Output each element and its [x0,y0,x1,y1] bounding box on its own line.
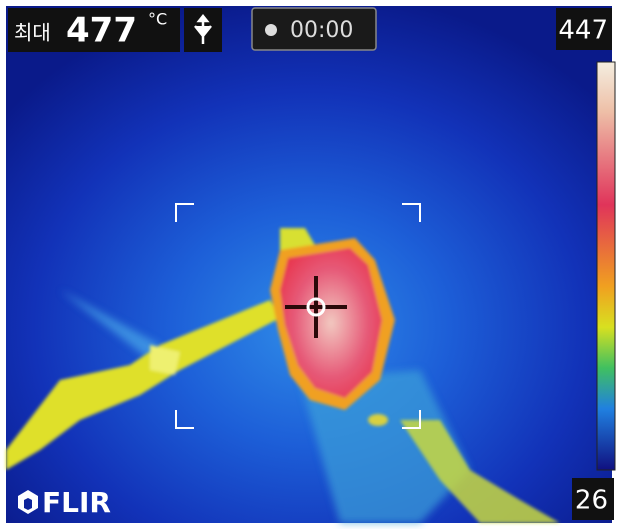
max-unit: °C [148,10,167,29]
thermal-objects [6,228,560,523]
crosshair [285,276,347,338]
focus-brackets [175,203,421,429]
logo-icon [18,490,38,514]
timer: 00:00 [290,18,353,43]
max-temp-box [8,8,180,52]
usb-icon [194,13,212,44]
record-dot [265,24,277,36]
scale-min: 26 [575,486,608,516]
scale-min-box [572,478,614,520]
timer-box [251,7,377,51]
scale-max: 447 [558,16,608,46]
scale-max-box [556,8,612,50]
logo: FLIR [42,486,111,519]
max-value: 477 [66,11,137,51]
max-label: 최대 [14,21,51,45]
color-scale [596,61,616,471]
